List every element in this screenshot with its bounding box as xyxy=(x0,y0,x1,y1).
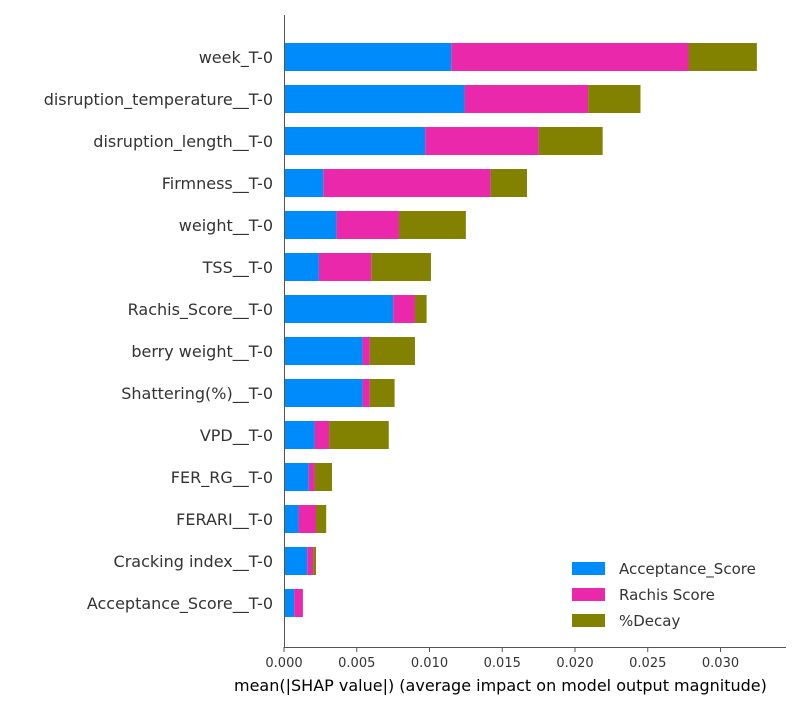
y-tick-label: Cracking index__T-0 xyxy=(114,552,273,572)
bar-6-series-1 xyxy=(393,295,415,323)
bar-11-series-2 xyxy=(316,505,327,533)
bar-13-series-0 xyxy=(284,589,295,617)
bar-12-series-1 xyxy=(307,547,314,575)
bar-4-series-0 xyxy=(284,211,337,239)
bar-8-series-0 xyxy=(284,379,363,407)
bar-13-series-1 xyxy=(294,589,303,617)
bar-10-series-0 xyxy=(284,463,309,491)
y-tick-label: Rachis_Score__T-0 xyxy=(128,300,273,320)
x-tick-label: 0.005 xyxy=(338,656,375,671)
x-tick-label: 0.010 xyxy=(411,656,448,671)
y-tick-label: weight__T-0 xyxy=(179,216,273,236)
y-tick-label: FER_RG__T-0 xyxy=(171,468,273,488)
bar-4-series-2 xyxy=(398,211,466,239)
y-tick-label: disruption_length__T-0 xyxy=(93,132,273,152)
y-tick-label: TSS__T-0 xyxy=(202,258,273,278)
bar-3-series-1 xyxy=(323,169,491,197)
y-tick-label: FERARI__T-0 xyxy=(176,510,273,530)
bar-0-series-0 xyxy=(284,43,452,71)
legend-swatch xyxy=(572,562,605,575)
bar-3-series-0 xyxy=(284,169,324,197)
bar-9-series-0 xyxy=(284,421,315,449)
bar-7-series-1 xyxy=(362,337,370,365)
y-tick-label: VPD__T-0 xyxy=(200,426,273,446)
x-axis-label: mean(|SHAP value|) (average impact on mo… xyxy=(234,676,767,695)
bar-3-series-2 xyxy=(490,169,527,197)
bar-12-series-2 xyxy=(313,547,317,575)
bar-5-series-1 xyxy=(318,253,372,281)
bar-9-series-1 xyxy=(314,421,330,449)
bar-9-series-2 xyxy=(329,421,389,449)
y-tick-label: Shattering(%)__T-0 xyxy=(121,384,273,404)
x-tick-label: 0.015 xyxy=(484,656,521,671)
x-tick-label: 0.025 xyxy=(629,656,666,671)
bar-2-series-1 xyxy=(425,127,539,155)
x-tick-label: 0.030 xyxy=(702,656,739,671)
y-tick-label: Firmness__T-0 xyxy=(162,174,273,194)
bar-4-series-1 xyxy=(336,211,399,239)
legend-swatch xyxy=(572,614,605,627)
y-tick-label: berry weight__T-0 xyxy=(131,342,273,362)
y-tick-label: Acceptance_Score__T-0 xyxy=(87,594,273,614)
legend-label: %Decay xyxy=(619,612,680,630)
bar-8-series-1 xyxy=(362,379,370,407)
bar-11-series-0 xyxy=(284,505,299,533)
x-tick-label: 0.000 xyxy=(265,656,302,671)
bar-10-series-1 xyxy=(308,463,315,491)
bar-1-series-2 xyxy=(588,85,641,113)
bar-7-series-2 xyxy=(369,337,415,365)
y-tick-label: disruption_temperature__T-0 xyxy=(44,90,273,110)
bars xyxy=(284,43,757,617)
bar-6-series-2 xyxy=(414,295,427,323)
y-tick-labels: week_T-0 disruption_temperature__T-0disru… xyxy=(44,48,273,614)
bar-0-series-2 xyxy=(688,43,757,71)
legend-swatch xyxy=(572,588,605,601)
bar-1-series-0 xyxy=(284,85,465,113)
bar-12-series-0 xyxy=(284,547,308,575)
legend: Acceptance_Score Rachis Score %Decay xyxy=(572,560,756,630)
legend-label: Acceptance_Score xyxy=(619,560,756,579)
bar-5-series-2 xyxy=(371,253,431,281)
bar-5-series-0 xyxy=(284,253,319,281)
bar-2-series-0 xyxy=(284,127,426,155)
legend-label: Rachis Score xyxy=(619,586,715,604)
bar-8-series-2 xyxy=(369,379,395,407)
y-tick-label: week_T-0 xyxy=(199,48,273,68)
bar-11-series-1 xyxy=(298,505,317,533)
x-ticks: 0.000 0.005 0.010 0.015 0.020 0.025 0.030 xyxy=(265,647,739,671)
bar-7-series-0 xyxy=(284,337,363,365)
bar-6-series-0 xyxy=(284,295,394,323)
bar-2-series-2 xyxy=(538,127,603,155)
bar-1-series-1 xyxy=(464,85,589,113)
bar-0-series-1 xyxy=(451,43,689,71)
bar-10-series-2 xyxy=(314,463,333,491)
x-tick-label: 0.020 xyxy=(556,656,593,671)
